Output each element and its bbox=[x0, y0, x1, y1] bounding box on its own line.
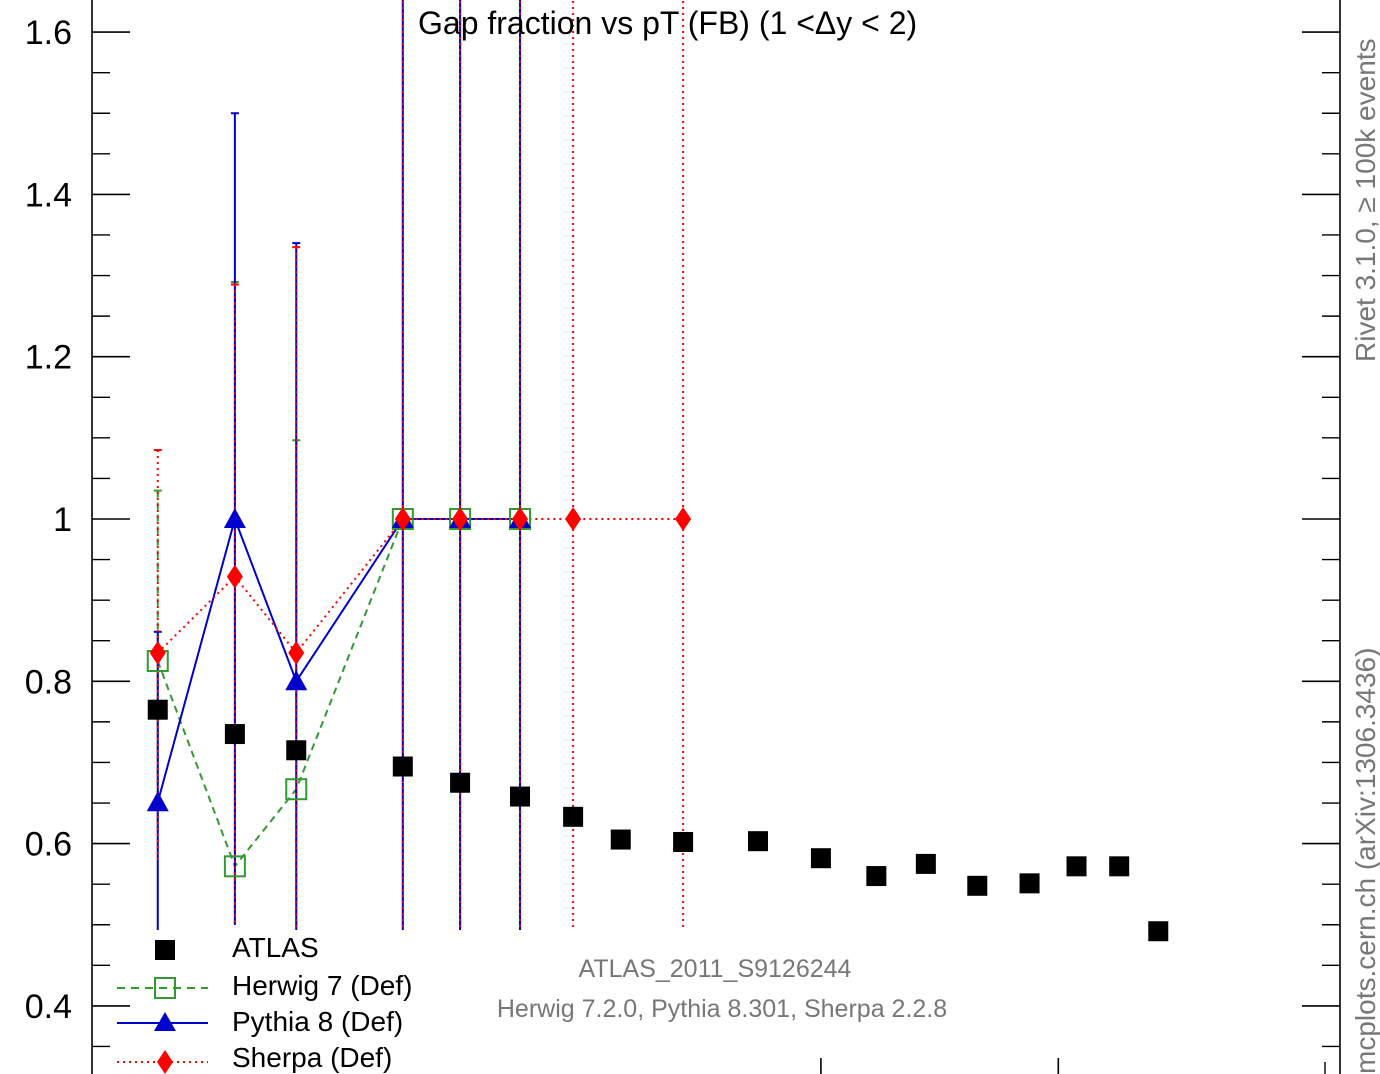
data-point bbox=[149, 640, 166, 665]
data-point bbox=[512, 507, 529, 531]
series-line bbox=[156, 515, 521, 803]
data-point bbox=[565, 507, 582, 531]
data-point bbox=[510, 786, 531, 807]
data-point bbox=[224, 724, 245, 745]
data-point bbox=[288, 640, 305, 665]
y-tick-label: 1.6 bbox=[25, 14, 72, 52]
rivet-side-label: Rivet 3.1.0, ≥ 100k events bbox=[1350, 38, 1380, 362]
y-tick-label: 0.6 bbox=[25, 826, 72, 864]
y-tick-label: 1.2 bbox=[25, 339, 72, 377]
series-layer bbox=[146, 0, 1169, 942]
y-tick-label: 1.4 bbox=[25, 176, 72, 214]
legend: ATLAS Herwig 7 (Def) Pythia 8 (Def) Sher… bbox=[117, 932, 412, 1074]
data-point bbox=[146, 791, 169, 812]
data-point bbox=[223, 855, 246, 878]
legend-label-atlas: ATLAS bbox=[232, 932, 319, 963]
data-point bbox=[673, 831, 694, 852]
data-point bbox=[675, 507, 692, 531]
data-point bbox=[563, 806, 584, 827]
markers-atlas bbox=[147, 699, 1169, 942]
data-point bbox=[1148, 921, 1169, 942]
data-point bbox=[392, 756, 413, 777]
y-tick-label: 1 bbox=[53, 501, 72, 539]
legend-sherpa-marker bbox=[157, 1050, 173, 1074]
data-point bbox=[285, 778, 308, 801]
markers-pythia bbox=[146, 508, 532, 812]
series-line bbox=[156, 518, 521, 869]
data-point bbox=[285, 670, 308, 691]
y-tick-label: 0.4 bbox=[25, 988, 72, 1026]
mcplots-side-label: mcplots.cern.ch (arXiv:1306.3436) bbox=[1350, 648, 1380, 1074]
markers-herwig bbox=[146, 508, 532, 878]
legend-label-sherpa: Sherpa (Def) bbox=[232, 1042, 392, 1073]
data-point bbox=[223, 508, 246, 528]
legend-pythia-marker bbox=[154, 1012, 176, 1031]
data-point bbox=[915, 853, 936, 874]
x-axis-ticks bbox=[820, 1058, 1326, 1074]
data-point bbox=[226, 564, 243, 589]
chart-title: Gap fraction vs pT (FB) (1 <Δy < 2) bbox=[418, 5, 917, 41]
data-point bbox=[810, 848, 831, 869]
legend-label-herwig: Herwig 7 (Def) bbox=[232, 970, 412, 1001]
data-point bbox=[147, 699, 168, 720]
data-point bbox=[286, 740, 307, 761]
data-point bbox=[1066, 856, 1087, 877]
data-point bbox=[452, 507, 469, 531]
series-sherpa bbox=[153, 0, 685, 930]
y-tick-label: 0.8 bbox=[25, 663, 72, 701]
y-axis-ticks: 0.4 0.6 0.8 1 1.2 1.4 1.6 bbox=[25, 14, 1340, 1048]
legend-atlas-marker bbox=[155, 940, 175, 960]
data-point bbox=[1109, 856, 1130, 877]
data-point bbox=[450, 772, 471, 793]
data-point bbox=[747, 831, 768, 852]
data-point bbox=[1019, 873, 1040, 894]
markers-sherpa bbox=[149, 507, 692, 665]
generators-label: Herwig 7.2.0, Pythia 8.301, Sherpa 2.2.8 bbox=[497, 995, 947, 1023]
data-point bbox=[610, 829, 631, 850]
data-point bbox=[967, 875, 988, 896]
data-point bbox=[394, 507, 411, 531]
legend-herwig-marker bbox=[154, 977, 176, 999]
data-point bbox=[866, 866, 887, 887]
analysis-id-label: ATLAS_2011_S9126244 bbox=[579, 955, 852, 983]
legend-label-pythia: Pythia 8 (Def) bbox=[232, 1006, 403, 1037]
